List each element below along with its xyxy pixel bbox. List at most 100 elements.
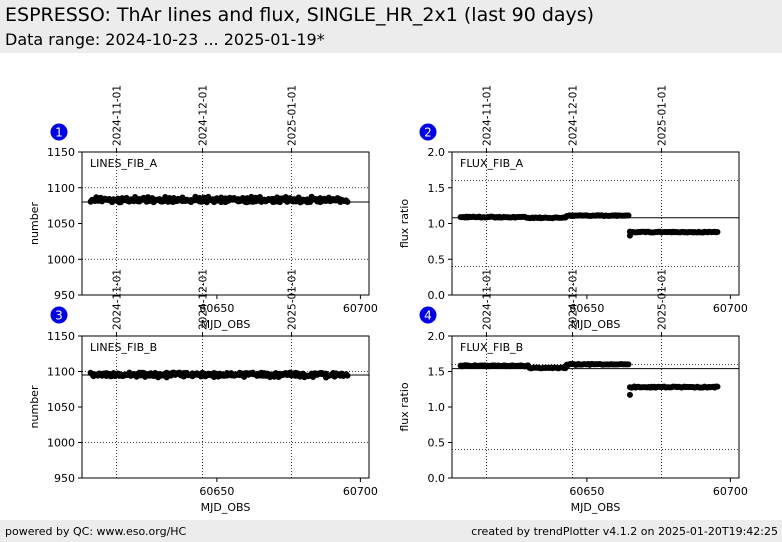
y-tick-label: 2.0: [428, 330, 446, 343]
date-tick-label: 2025-01-01: [657, 269, 669, 330]
plot-frame: [81, 335, 370, 479]
y-tick-label: 1100: [47, 366, 75, 379]
data-point: [157, 197, 164, 204]
date-tick-label: 2024-11-01: [111, 85, 123, 146]
y-tick-label: 950: [54, 472, 75, 485]
data-point: [239, 195, 246, 202]
y-tick-label: 0.0: [428, 289, 446, 302]
y-tick-label: 1.5: [428, 182, 446, 195]
x-tick-label: 60700: [343, 485, 378, 498]
panel-label: LINES_FIB_B: [90, 341, 157, 354]
x-axis-label: MJD_OBS: [571, 501, 621, 514]
y-axis-label: flux ratio: [398, 382, 411, 432]
panel-number: 1: [55, 126, 63, 140]
data-point: [198, 373, 205, 380]
data-point: [99, 372, 106, 379]
date-tick-label: 2025-01-01: [657, 85, 669, 146]
x-tick-label: 60700: [713, 302, 748, 315]
data-point: [196, 194, 203, 201]
y-tick-label: 2.0: [428, 146, 446, 159]
date-tick-label: 2025-01-01: [287, 85, 299, 146]
data-point: [266, 374, 273, 381]
x-axis-label: MJD_OBS: [201, 318, 251, 331]
data-point: [344, 372, 351, 379]
date-tick-label: 2024-11-01: [481, 269, 493, 330]
date-tick-label: 2024-11-01: [481, 85, 493, 146]
y-tick-label: 950: [54, 289, 75, 302]
data-point: [124, 371, 131, 378]
date-tick-label: 2024-12-01: [198, 85, 210, 146]
data-point: [299, 196, 306, 203]
date-tick-label: 2024-12-01: [568, 85, 580, 146]
y-tick-label: 1000: [47, 253, 75, 266]
x-tick-label: 60650: [199, 302, 234, 315]
y-axis-label: number: [28, 385, 41, 428]
data-point: [226, 194, 233, 201]
data-point: [318, 371, 325, 378]
plot-frame: [81, 151, 370, 296]
y-tick-label: 1150: [47, 146, 75, 159]
header-bar: ESPRESSO: ThAr lines and flux, SINGLE_HR…: [0, 0, 782, 53]
data-point: [344, 198, 351, 205]
plot-frame: [451, 151, 740, 296]
data-point: [103, 372, 110, 379]
chart-panel-4: 2024-11-01 2024-12-01 2025-01-01 0.0 0.5 1.0 1…: [398, 269, 748, 514]
x-tick-label: 60650: [199, 485, 234, 498]
x-tick-label: 60700: [343, 302, 378, 315]
data-point: [338, 196, 345, 203]
chart-panel-3: 2024-11-01 2024-12-01 2025-01-01 950 1000 105…: [28, 269, 378, 514]
footer-generator: created by trendPlotter v4.1.2 on 2025-0…: [471, 525, 778, 538]
y-axis-label: flux ratio: [398, 199, 411, 249]
y-tick-label: 1150: [47, 330, 75, 343]
date-tick-label: 2024-11-01: [111, 269, 123, 330]
footer-credit: powered by QC: www.eso.org/HC: [5, 525, 187, 538]
y-tick-label: 1050: [47, 218, 75, 231]
panel-number-badge: [419, 306, 437, 324]
data-point: [223, 372, 230, 379]
data-point: [626, 232, 633, 239]
panel-number-badge: [50, 306, 68, 324]
data-point: [304, 196, 311, 203]
x-axis-label: MJD_OBS: [571, 318, 621, 331]
y-tick-label: 1.0: [428, 218, 446, 231]
x-axis-label: MJD_OBS: [201, 501, 251, 514]
y-axis-label: number: [28, 202, 41, 245]
page-subtitle: Data range: 2024-10-23 ... 2025-01-19*: [5, 30, 325, 49]
data-point: [183, 197, 190, 204]
date-tick-label: 2024-12-01: [198, 269, 210, 330]
panel-number-badge: [50, 123, 68, 141]
data-point: [166, 194, 173, 201]
data-point: [101, 195, 108, 202]
data-point: [211, 373, 218, 380]
y-tick-label: 1000: [47, 437, 75, 450]
chart-panel-2: 2024-11-01 2024-12-01 2025-01-01 0.0 0.5 1.0 1…: [398, 85, 748, 331]
panel-label: FLUX_FIB_B: [460, 341, 523, 354]
data-point: [271, 373, 278, 380]
chart-panel-1: 2024-11-01 2024-12-01 2025-01-01 950 1000 105…: [28, 85, 378, 331]
panel-number: 4: [424, 309, 432, 323]
panel-number: 3: [55, 309, 63, 323]
data-point: [335, 371, 342, 378]
data-point: [119, 195, 126, 202]
data-point: [167, 371, 174, 378]
data-point: [625, 212, 632, 219]
data-point: [127, 197, 134, 204]
data-point: [714, 228, 721, 235]
panel-label: FLUX_FIB_A: [460, 157, 524, 170]
data-point: [625, 361, 632, 368]
data-point: [206, 370, 213, 377]
panel-number: 2: [424, 126, 432, 140]
plot-frame: [451, 335, 740, 479]
x-tick-label: 60650: [569, 485, 604, 498]
y-tick-label: 1050: [47, 401, 75, 414]
data-point: [232, 372, 239, 379]
date-tick-label: 2025-01-01: [287, 269, 299, 330]
date-tick-label: 2024-12-01: [568, 269, 580, 330]
data-point: [94, 372, 101, 379]
page-title: ESPRESSO: ThAr lines and flux, SINGLE_HR…: [5, 4, 595, 26]
y-tick-label: 0.5: [428, 253, 446, 266]
x-tick-label: 60700: [713, 485, 748, 498]
y-tick-label: 1.0: [428, 401, 446, 414]
data-point: [256, 193, 263, 200]
data-point: [626, 391, 633, 398]
